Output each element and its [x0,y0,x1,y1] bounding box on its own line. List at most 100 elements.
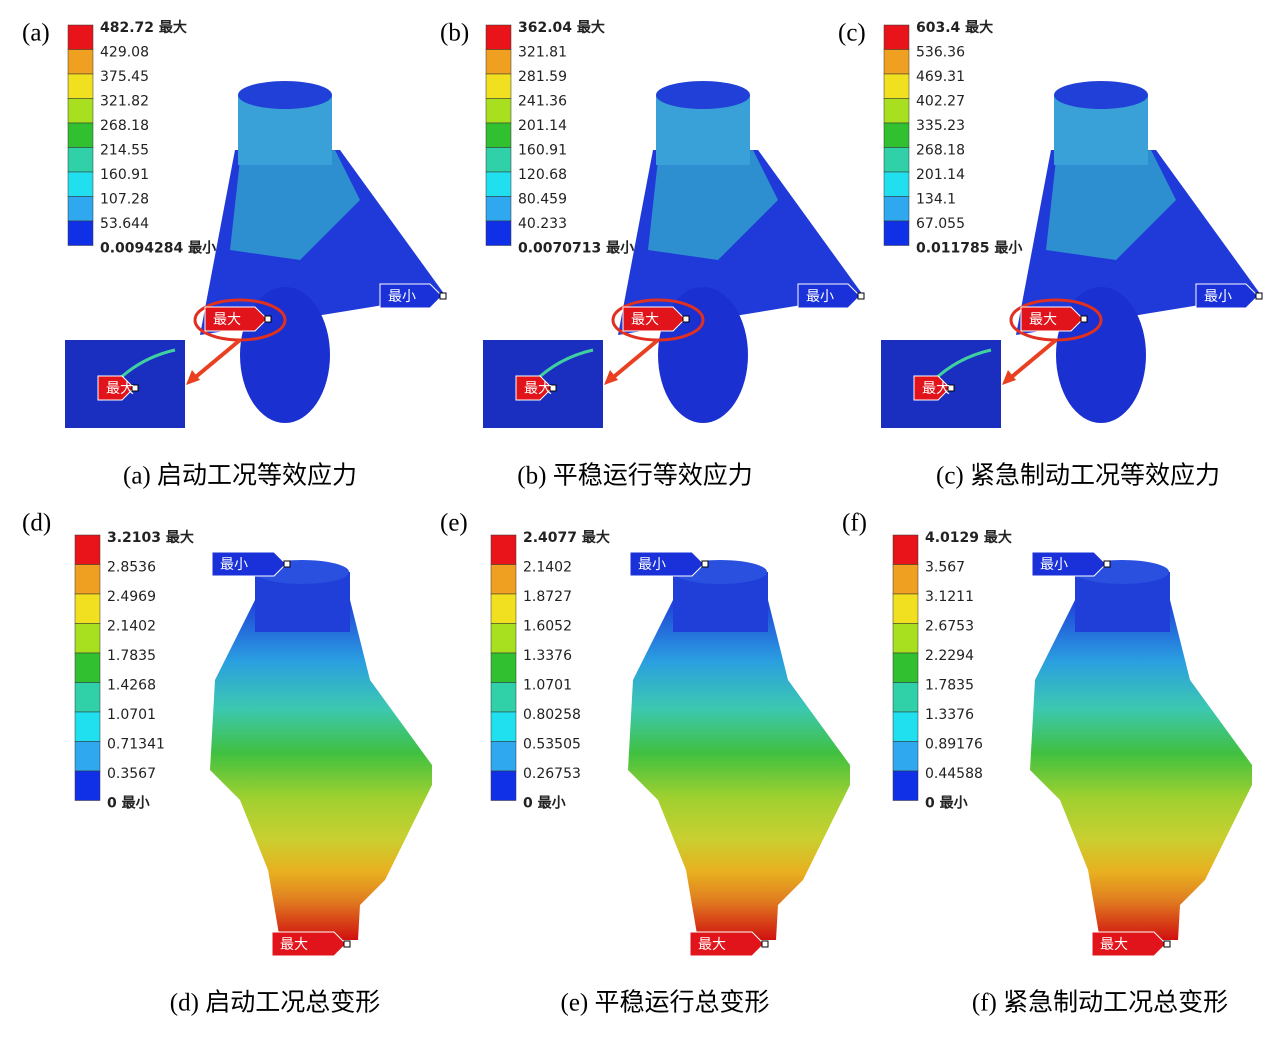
legend-label: 40.233 [518,216,567,232]
legend-label: 469.31 [916,69,965,85]
legend-label: 0 最小 [523,795,566,812]
callout-label: 最大 [524,381,552,397]
legend-band [74,682,101,713]
callout-pin [947,384,955,392]
legend-label: 1.6052 [523,619,572,635]
legend-band [67,49,94,75]
legend-band [485,98,512,124]
callout [1091,931,1167,957]
legend-label: 0.26753 [523,766,581,782]
legend-label: 1.3376 [925,707,974,723]
legend-band [74,770,101,801]
callout-pin [549,384,557,392]
legend-band [490,741,517,772]
legend-band [67,122,94,148]
legend-band [485,220,512,246]
legend-label: 2.4077 最大 [523,529,610,546]
legend-label: 429.08 [100,45,149,61]
callout-pin [439,292,447,300]
legend-label: 241.36 [518,94,567,110]
model-body [1030,600,1252,940]
legend-band [892,534,919,565]
legend-band [892,593,919,624]
caption: (c) 紧急制动工况等效应力 [936,462,1220,490]
panel-letter: (b) [440,20,469,47]
pointer-arrow [190,338,242,382]
callout [211,551,287,577]
callout-pin [264,315,272,323]
legend-label: 0.3567 [107,766,156,782]
legend-label: 603.4 最大 [916,19,993,36]
model-plate [1046,150,1176,260]
caption: (b) 平稳运行等效应力 [517,462,752,490]
legend-band [67,73,94,99]
legend-band [490,711,517,742]
legend-band [490,623,517,654]
legend-label: 2.1402 [523,560,572,576]
callout-pin [343,940,351,948]
legend-band [485,122,512,148]
callout-label: 最大 [631,312,659,328]
legend-band [485,196,512,222]
legend-band [485,147,512,173]
legend-band [485,171,512,197]
callout-label: 最大 [922,381,950,397]
legend-band [67,220,94,246]
pointer-arrow [608,338,660,382]
legend-label: 2.8536 [107,560,156,576]
model-cylinder-top [656,81,750,109]
legend-label: 1.0701 [107,707,156,723]
legend-label: 362.04 最大 [518,19,605,36]
callout [1031,551,1107,577]
legend-band [74,564,101,595]
caption: (e) 平稳运行总变形 [561,989,770,1017]
legend-label: 2.4969 [107,589,156,605]
legend-label: 482.72 最大 [100,19,187,36]
caption: (f) 紧急制动工况总变形 [972,989,1228,1017]
legend-band [74,711,101,742]
model-cylinder-top [238,81,332,109]
legend-label: 268.18 [916,143,965,159]
legend-label: 3.2103 最大 [107,529,194,546]
callout [204,306,268,332]
legend-label: 0.71341 [107,737,165,753]
legend-label: 80.459 [518,192,567,208]
legend-band [74,652,101,683]
legend-band [892,652,919,683]
legend-band [67,147,94,173]
callout [515,375,553,401]
legend-band [490,682,517,713]
callout [1195,283,1259,309]
legend-band [883,98,910,124]
legend-band [883,196,910,222]
panel-letter: (c) [838,20,866,47]
legend-label: 1.4268 [107,678,156,694]
legend-label: 120.68 [518,167,567,183]
legend-band [485,49,512,75]
panel-letter: (a) [22,20,50,47]
legend-band [74,741,101,772]
legend-band [490,652,517,683]
callout-label: 最小 [1204,289,1232,305]
legend-band [490,564,517,595]
callout [913,375,951,401]
callout-label: 最小 [388,289,416,305]
callout-label: 最小 [806,289,834,305]
legend-label: 0.44588 [925,766,983,782]
legend-band [892,564,919,595]
model-plate [230,150,360,260]
callout-pin [283,560,291,568]
callout-pin [761,940,769,948]
legend-band [892,770,919,801]
legend-label: 268.18 [100,118,149,134]
legend-band [892,623,919,654]
legend-band [74,623,101,654]
legend-label: 4.0129 最大 [925,529,1012,546]
legend-label: 375.45 [100,69,149,85]
callout [1020,306,1084,332]
legend-band [490,593,517,624]
legend-label: 201.14 [518,118,567,134]
callout-pin [1103,560,1111,568]
